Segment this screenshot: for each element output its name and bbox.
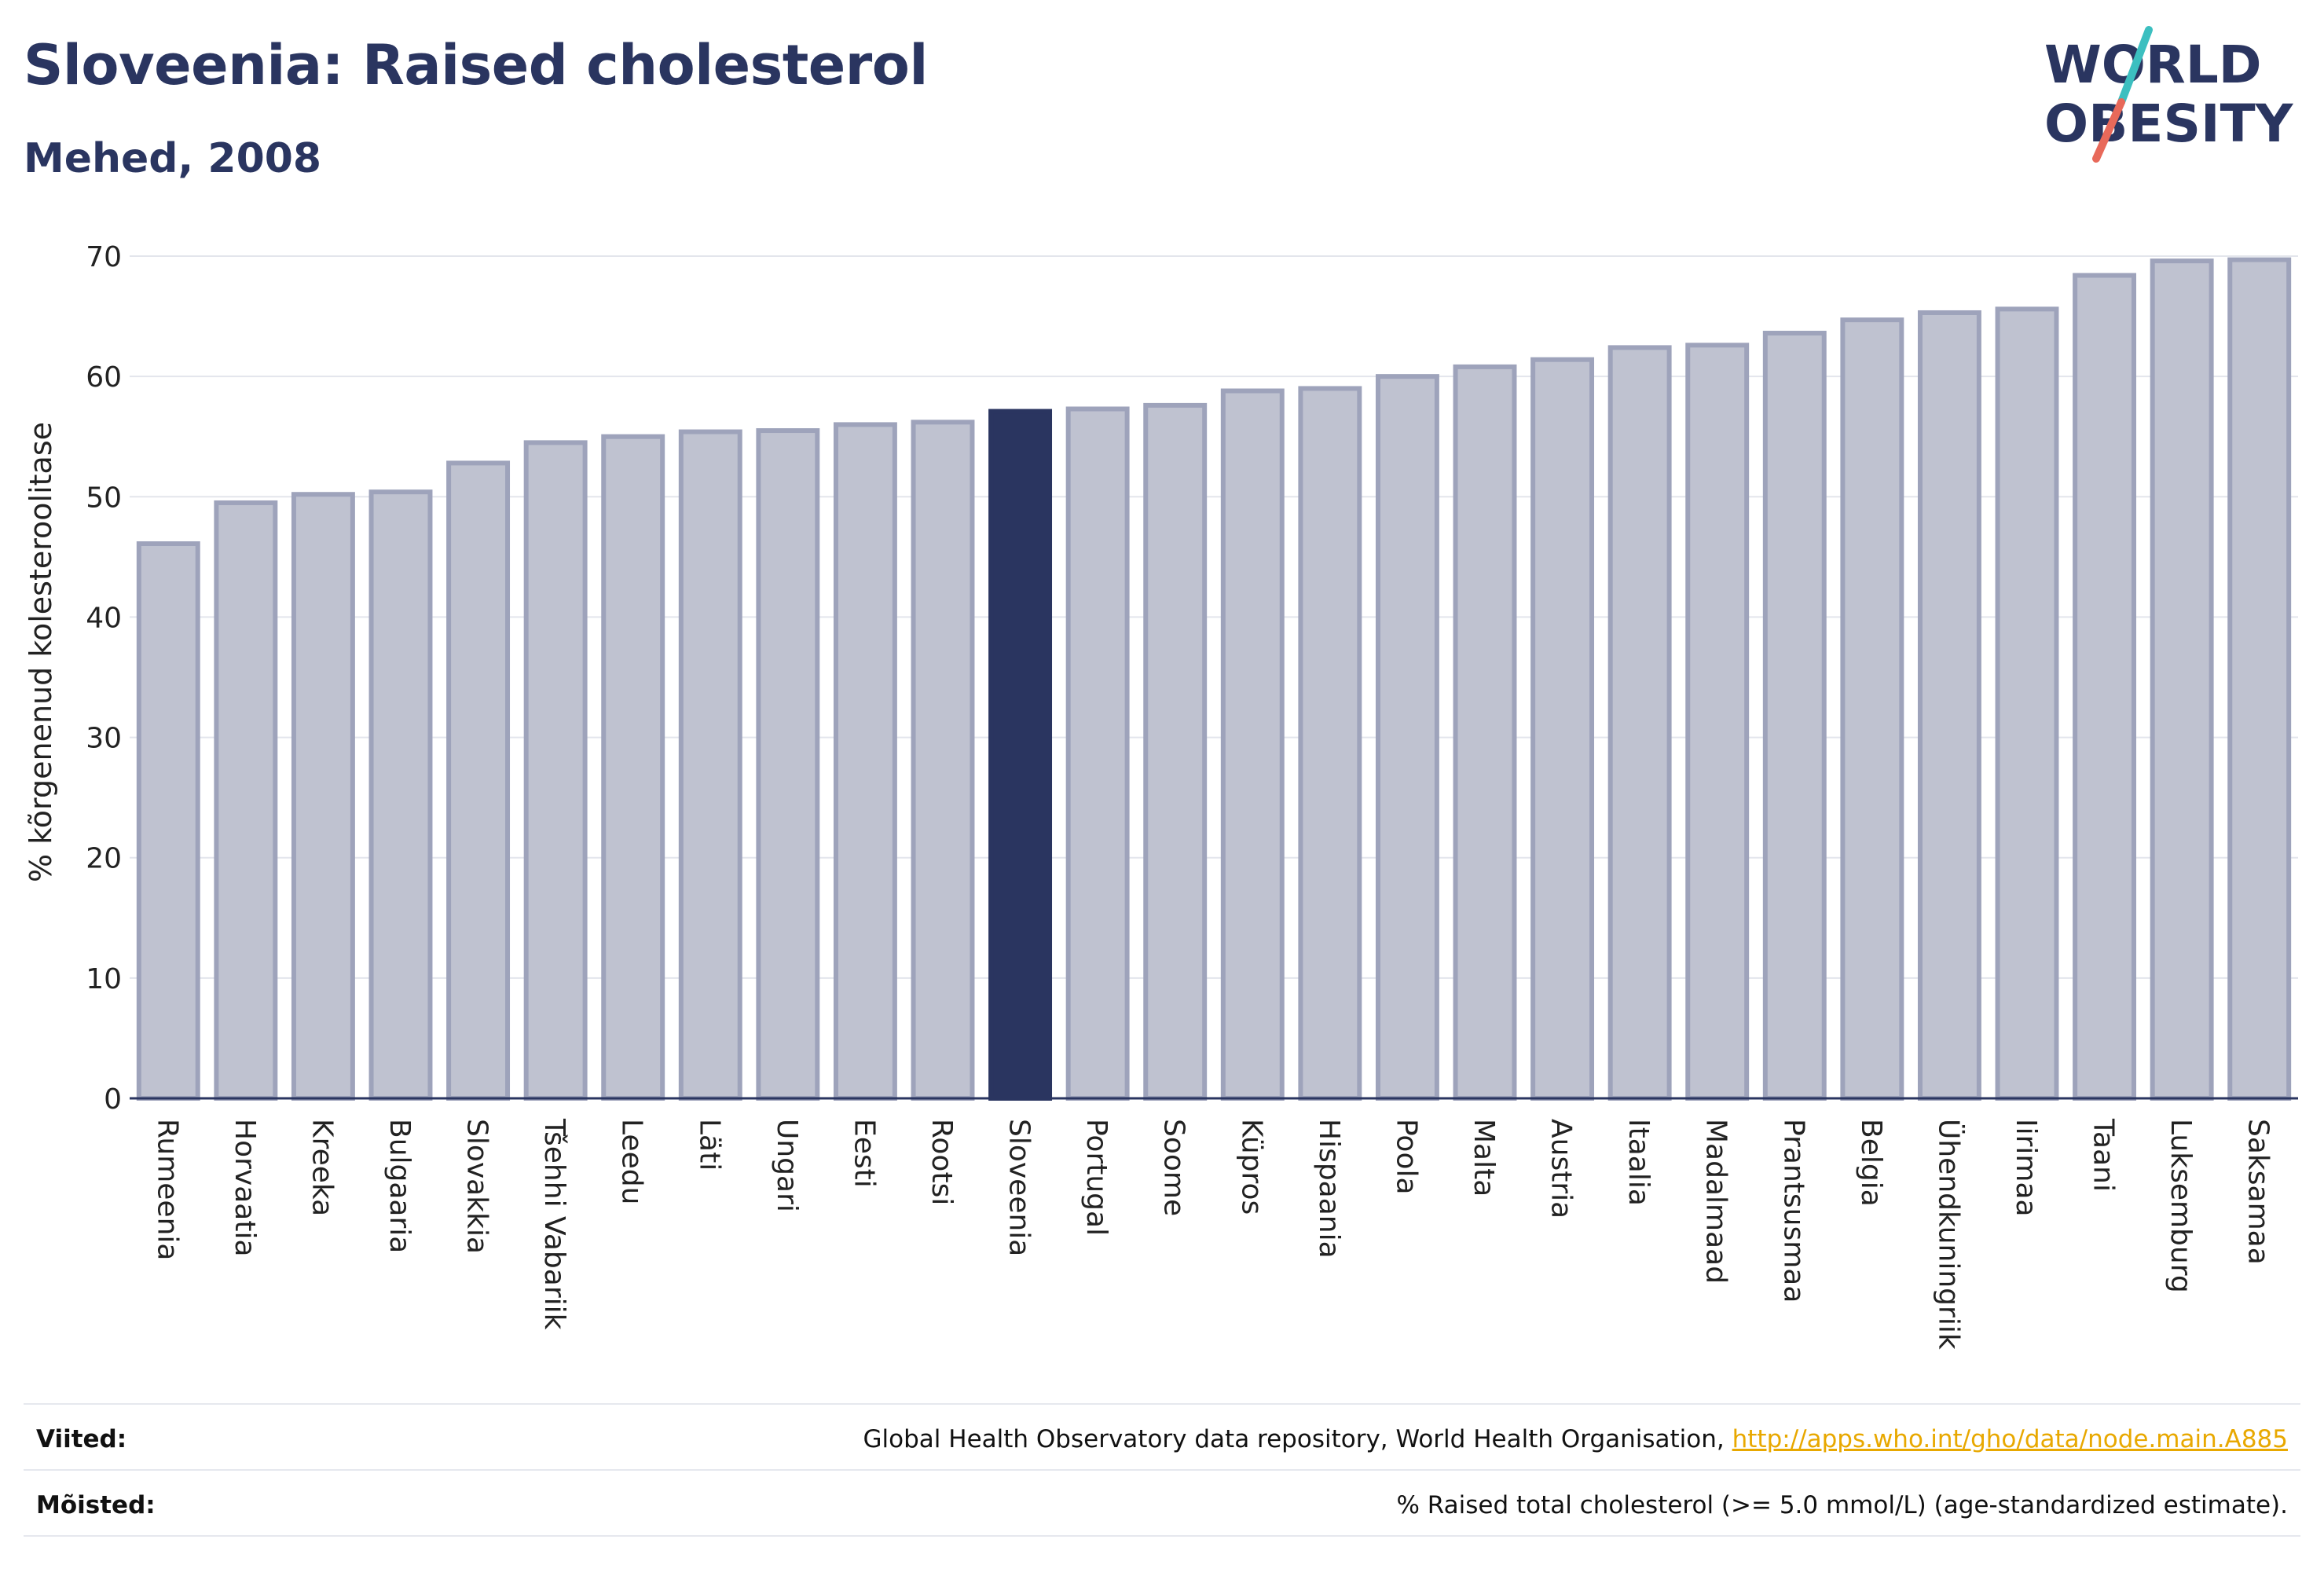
x-tick-label: Horvaatia <box>229 1119 261 1257</box>
bar <box>1220 388 1285 1101</box>
x-tick-label: Sloveenia <box>1003 1119 1036 1256</box>
x-tick-label: Hispaania <box>1313 1119 1345 1259</box>
x-tick-label: Taani <box>2088 1118 2120 1192</box>
bar-chart: 0 10 20 30 40 50 60 70 Rumeenia Horvaatia Kreeka Bu… <box>86 241 2298 1350</box>
footer-divider-bottom <box>24 1535 2300 1537</box>
x-tick-label: Luksemburg <box>2165 1119 2197 1293</box>
bar <box>1375 374 1439 1101</box>
bar <box>1685 343 1750 1101</box>
x-tick-label: Belgia <box>1855 1119 1887 1207</box>
footer-divider-middle <box>24 1469 2300 1471</box>
bar <box>678 429 742 1101</box>
sources-link[interactable]: http://apps.who.int/gho/data/node.main.A… <box>1732 1425 2288 1453</box>
x-tick-label: Läti <box>693 1119 725 1171</box>
bar <box>291 492 355 1101</box>
x-tick-label: Portugal <box>1080 1119 1113 1236</box>
page-title: Sloveenia: Raised cholesterol <box>24 33 928 97</box>
y-tick-label: 50 <box>86 482 122 514</box>
bar <box>2150 258 2214 1101</box>
y-tick-label: 70 <box>86 241 122 273</box>
logo-text-world: WORLD <box>2044 35 2262 95</box>
x-tick-label: Prantsusmaa <box>1777 1119 1809 1303</box>
bar <box>2073 273 2137 1101</box>
bar <box>1840 317 1904 1101</box>
y-tick-label: 0 <box>104 1083 122 1116</box>
sources-text: Global Health Observatory data repositor… <box>863 1425 1732 1453</box>
x-tick-label: Itaalia <box>1622 1119 1655 1206</box>
x-tick-label: Eesti <box>848 1119 880 1188</box>
footer-definitions-row: Mõisted: % Raised total cholesterol (>= … <box>24 1474 2300 1537</box>
x-tick-label: Bulgaaria <box>383 1119 416 1253</box>
definitions-value: % Raised total cholesterol (>= 5.0 mmol/… <box>1396 1491 2288 1519</box>
x-tick-label: Leedu <box>616 1119 648 1204</box>
bar <box>1298 386 1362 1101</box>
x-tick-label: Madalmaad <box>1700 1119 1732 1284</box>
page-subtitle: Mehed, 2008 <box>24 135 322 182</box>
bar <box>214 500 278 1101</box>
logo-slash-top <box>2117 26 2153 106</box>
x-tick-label: Poola <box>1390 1119 1422 1195</box>
y-tick-label: 60 <box>86 361 122 394</box>
x-tick-label: Austria <box>1545 1119 1578 1219</box>
bar <box>1607 345 1672 1101</box>
x-tick-label: Ungari <box>771 1119 803 1212</box>
footer-divider-top <box>24 1403 2300 1405</box>
bar <box>446 460 511 1101</box>
x-tick-label: Slovakkia <box>461 1119 493 1254</box>
bar <box>2227 257 2292 1101</box>
x-tick-label: Küpros <box>1235 1119 1267 1215</box>
bar <box>1143 402 1208 1101</box>
x-tick-label: Saksamaa <box>2242 1119 2275 1265</box>
bar <box>988 409 1053 1101</box>
bar <box>136 541 200 1101</box>
bar <box>1530 357 1595 1101</box>
bar <box>1453 364 1517 1101</box>
x-tick-label: Iirimaa <box>2010 1119 2042 1217</box>
x-tick-label: Rumeenia <box>151 1119 183 1260</box>
x-tick-label: Rootsi <box>926 1119 958 1205</box>
y-tick-label: 40 <box>86 602 122 634</box>
sources-label: Viited: <box>36 1425 127 1453</box>
definitions-label: Mõisted: <box>36 1491 156 1519</box>
x-tick-label: Tšehhi Vabariik <box>538 1118 570 1330</box>
bar <box>911 420 975 1101</box>
bar <box>1917 310 1981 1101</box>
bar <box>368 489 433 1101</box>
x-tick-label: Kreeka <box>306 1119 338 1216</box>
x-tick-label: Ühendkuningriik <box>1932 1119 1965 1350</box>
world-obesity-logo: WORLD OBESITY <box>2044 26 2294 163</box>
sources-value: Global Health Observatory data repositor… <box>863 1425 2300 1453</box>
bar <box>1995 306 2059 1101</box>
bar <box>833 422 897 1101</box>
logo-slash-bottom <box>2092 98 2125 163</box>
bar <box>756 428 820 1101</box>
x-tick-label: Malta <box>1468 1119 1500 1197</box>
bar <box>523 440 588 1101</box>
bar <box>601 434 665 1101</box>
bar <box>1065 406 1130 1101</box>
logo-text-obesity: OBESITY <box>2044 93 2294 154</box>
y-tick-label: 20 <box>86 843 122 875</box>
bar <box>1762 331 1827 1101</box>
x-tick-label: Soome <box>1158 1119 1190 1216</box>
y-tick-label: 30 <box>86 723 122 755</box>
footer-sources-row: Viited: Global Health Observatory data r… <box>24 1408 2300 1471</box>
y-tick-label: 10 <box>86 963 122 995</box>
